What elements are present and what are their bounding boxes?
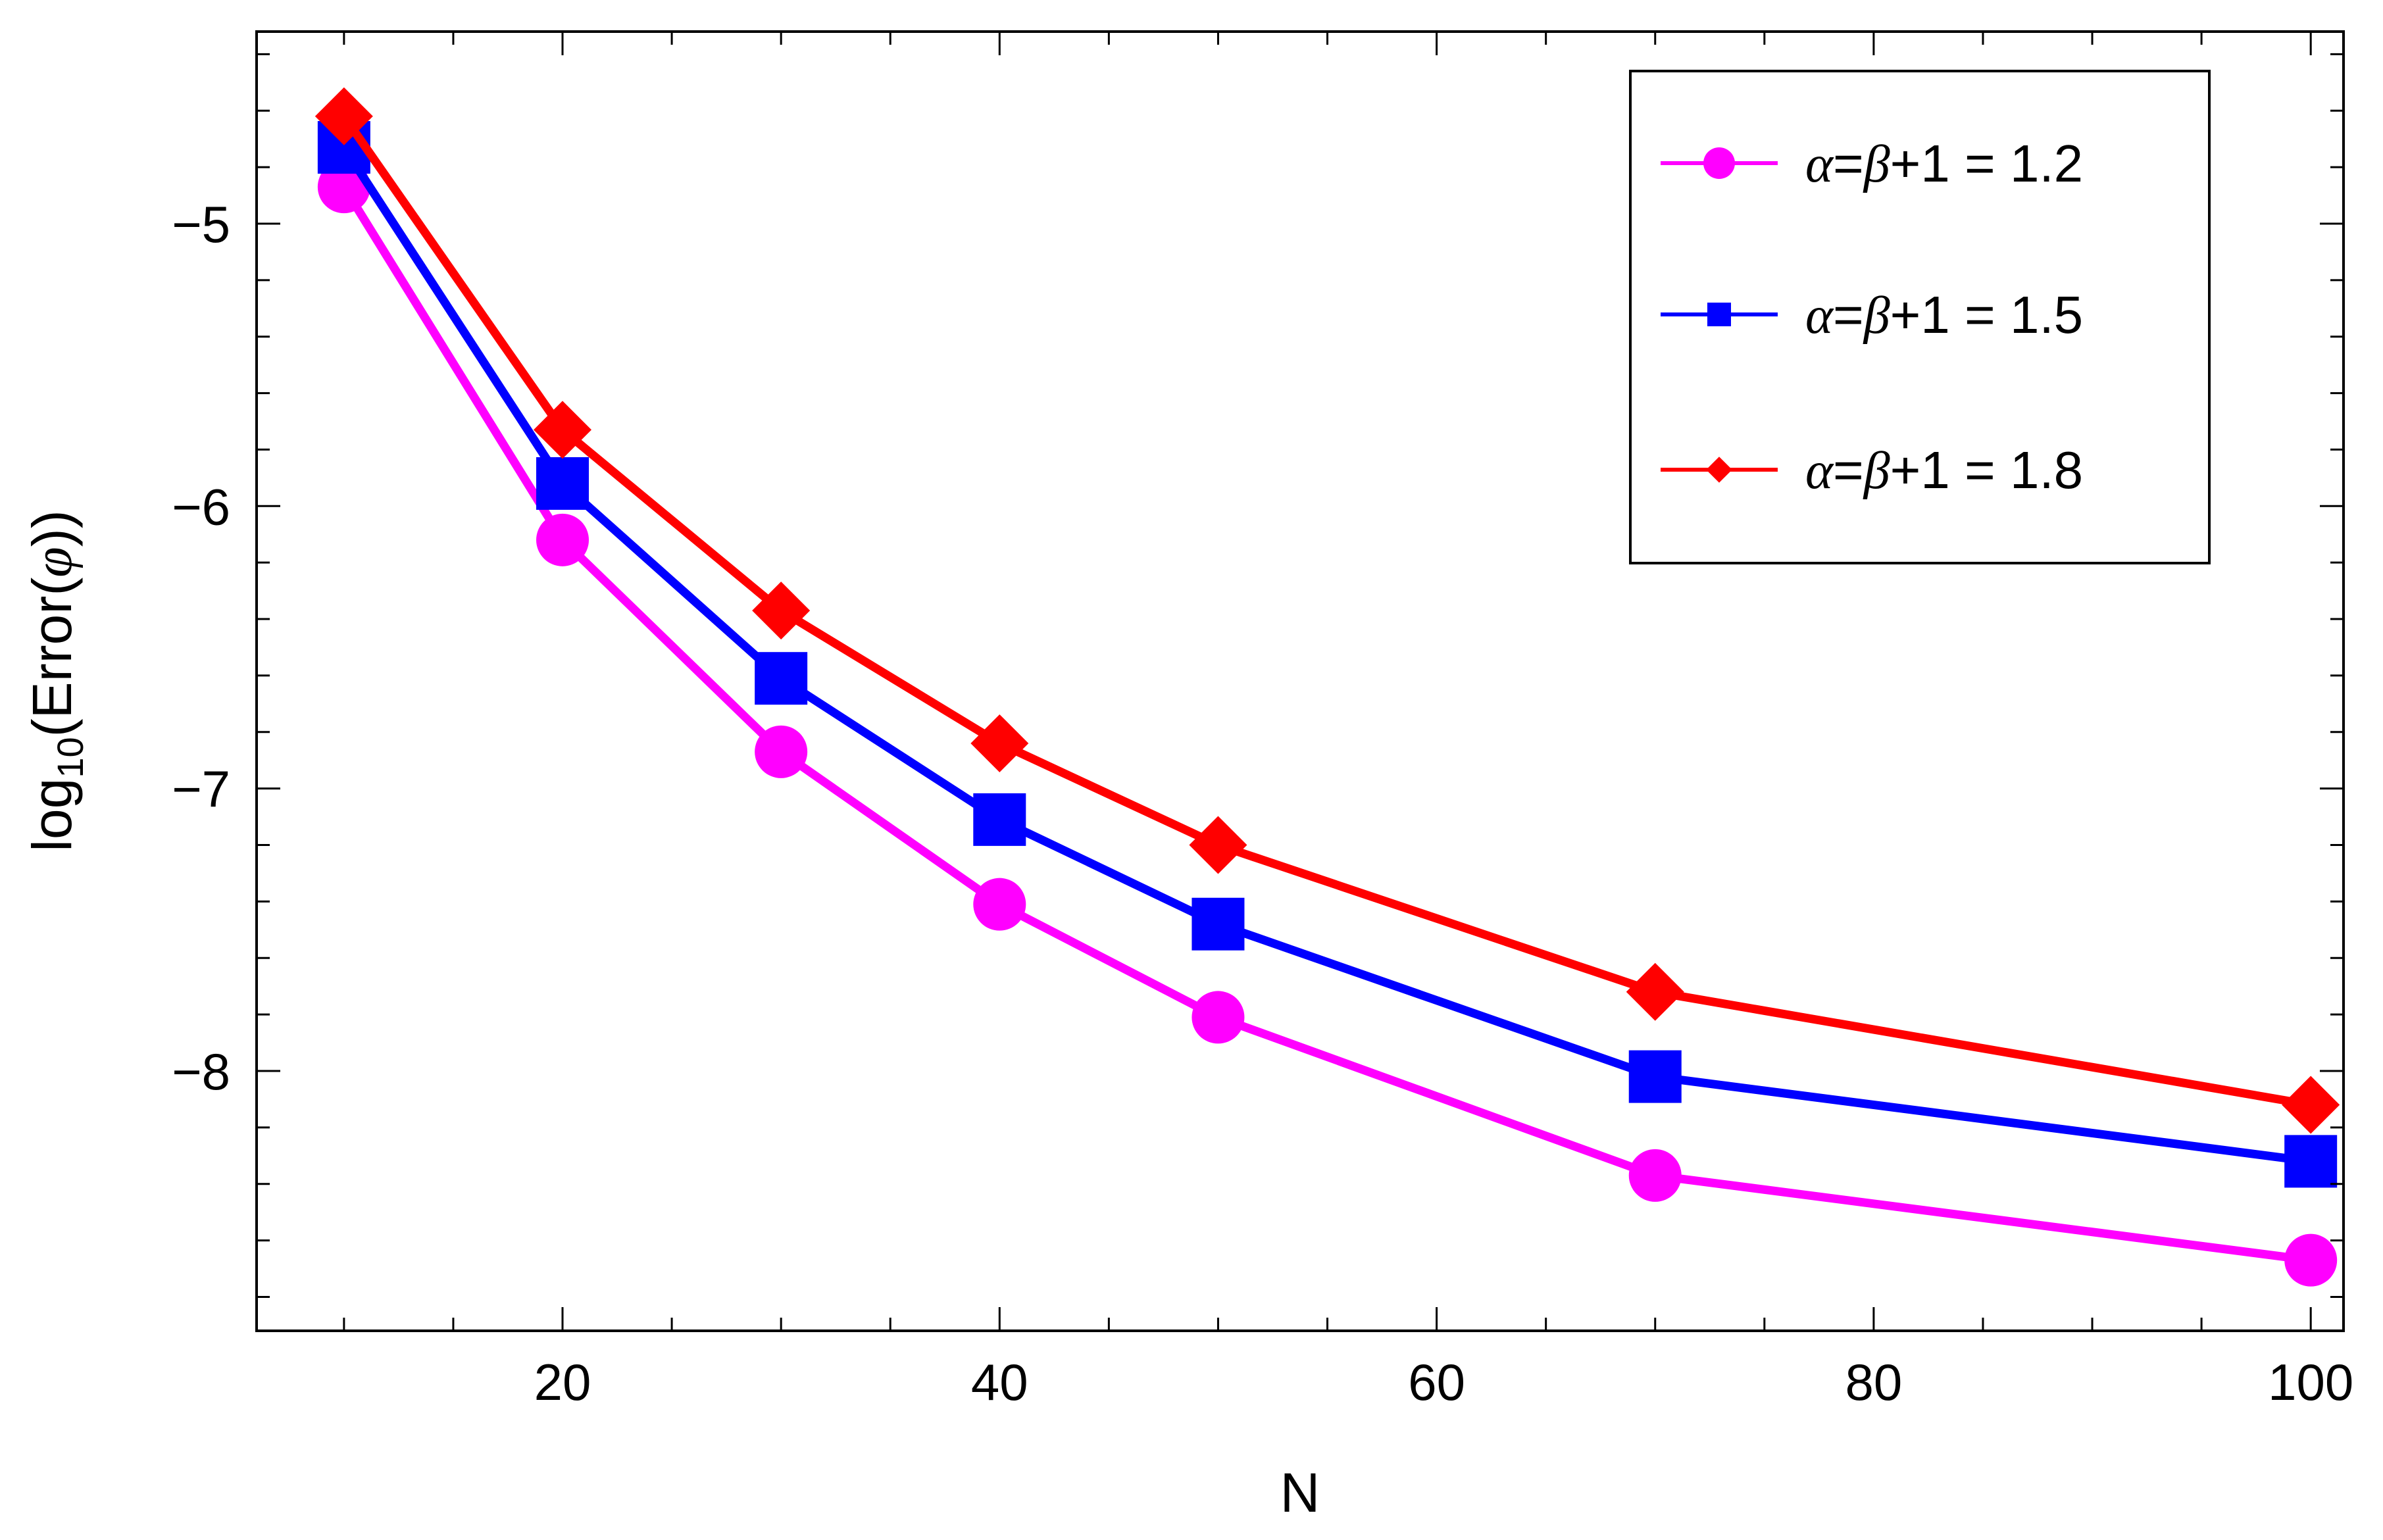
y-tick-label: −7: [172, 760, 230, 818]
legend: α=β+1 = 1.2α=β+1 = 1.5α=β+1 = 1.8: [1629, 70, 2211, 564]
data-point-diamond: [534, 401, 592, 459]
data-point-circle: [536, 513, 589, 566]
y-tick-label: −5: [172, 195, 230, 253]
legend-entry-diamond: α=β+1 = 1.8: [1661, 441, 2083, 500]
legend-label: α=β+1 = 1.2: [1805, 134, 2083, 193]
data-point-circle: [2284, 1233, 2338, 1287]
y-axis-title-log: log: [21, 778, 83, 852]
tick-labels-layer: 20 40 60 80 100 −5 −6 −7 −8: [172, 195, 2353, 1411]
y-tick-label: −8: [172, 1043, 230, 1101]
series-square: [317, 121, 2338, 1188]
series-circle: [317, 161, 2338, 1287]
x-tick-label: 80: [1845, 1353, 1903, 1411]
legend-entries: α=β+1 = 1.2α=β+1 = 1.5α=β+1 = 1.8: [1661, 134, 2083, 500]
x-tick-label: 40: [971, 1353, 1028, 1411]
legend-label-equals: =: [1833, 134, 1864, 193]
data-point-circle: [755, 725, 808, 778]
legend-label-value: +1 = 1.5: [1890, 286, 2084, 344]
legend-label-beta: β: [1863, 442, 1890, 500]
legend-label-equals: =: [1833, 441, 1864, 499]
legend-label-alpha: α: [1805, 136, 1834, 193]
data-point-diamond: [752, 582, 811, 640]
legend-entry-circle: α=β+1 = 1.2: [1661, 134, 2083, 193]
ticks-layer: [257, 32, 2344, 1331]
series-diamond: [314, 87, 2340, 1134]
data-point-square: [755, 652, 808, 705]
data-point-diamond: [970, 714, 1029, 772]
legend-label: α=β+1 = 1.5: [1805, 286, 2083, 345]
data-point-circle: [1192, 991, 1245, 1044]
legend-marker-circle: [1703, 147, 1735, 179]
legend-label-beta: β: [1863, 136, 1890, 193]
legend-label-value: +1 = 1.8: [1890, 441, 2084, 499]
data-point-square: [1628, 1050, 1682, 1103]
x-tick-label: 60: [1408, 1353, 1465, 1411]
data-point-circle: [973, 878, 1026, 931]
plot-frame: [255, 30, 2345, 1332]
legend-label-alpha: α: [1805, 442, 1834, 500]
legend-label-alpha: α: [1805, 287, 1834, 345]
y-axis-title-close: )): [21, 510, 83, 547]
x-tick-label: 20: [534, 1353, 591, 1411]
y-tick-label: −6: [172, 478, 230, 535]
x-axis-title: N: [1280, 1462, 1320, 1524]
legend-label-value: +1 = 1.2: [1890, 134, 2084, 193]
data-point-square: [536, 457, 589, 510]
legend-label: α=β+1 = 1.8: [1805, 441, 2083, 500]
legend-entry-square: α=β+1 = 1.5: [1661, 286, 2083, 345]
data-point-square: [2284, 1135, 2338, 1188]
data-point-diamond: [1626, 962, 1684, 1021]
data-point-diamond: [1189, 816, 1247, 874]
legend-marker-diamond: [1706, 457, 1732, 483]
y-axis-title-phi: φ: [22, 547, 84, 577]
legend-label-beta: β: [1863, 287, 1890, 345]
data-point-diamond: [314, 87, 373, 145]
y-axis-title-subscript: 10: [49, 737, 91, 778]
x-tick-label: 100: [2268, 1353, 2353, 1411]
y-axis-title-error: (Error(: [21, 578, 83, 737]
data-point-diamond: [2282, 1076, 2340, 1134]
data-point-circle: [1628, 1149, 1682, 1202]
legend-label-equals: =: [1833, 286, 1864, 344]
legend-marker-square: [1707, 303, 1731, 326]
data-point-square: [1192, 897, 1245, 951]
series-layer: [314, 87, 2340, 1287]
y-axis-title: log10(Error(φ)): [21, 510, 91, 851]
data-point-square: [973, 793, 1026, 846]
